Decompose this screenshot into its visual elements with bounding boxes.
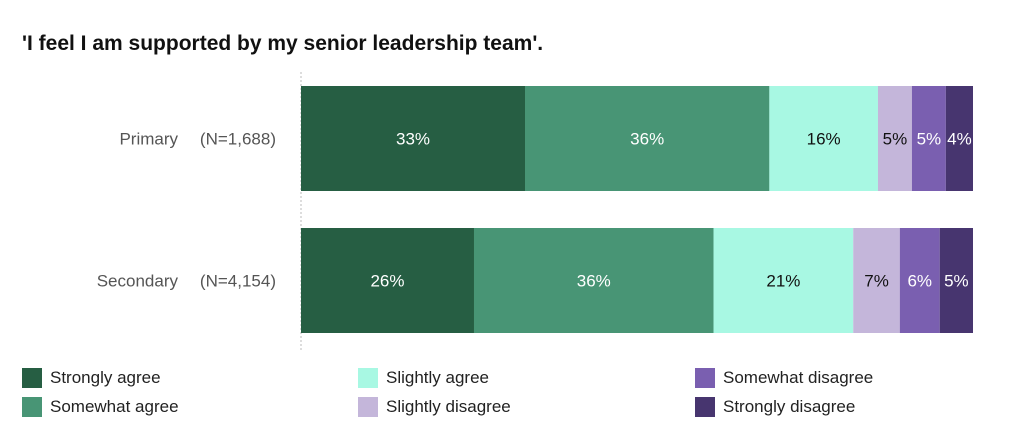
bar-segment [899, 228, 940, 333]
data-label: 6% [907, 272, 932, 291]
legend-item: Strongly agree [22, 368, 161, 388]
legend-item: Strongly disagree [695, 397, 855, 417]
legend-swatch [22, 397, 42, 417]
legend-item: Somewhat disagree [695, 368, 873, 388]
bar-segment [939, 228, 973, 333]
legend-swatch [358, 397, 378, 417]
bar-segment [853, 228, 900, 333]
category-label: Secondary [97, 272, 179, 291]
bar-segment [945, 86, 973, 191]
data-label: 16% [807, 130, 841, 149]
data-label: 33% [396, 130, 430, 149]
legend-label: Slightly disagree [386, 397, 511, 416]
data-label: 36% [577, 272, 611, 291]
legend-label: Somewhat disagree [723, 368, 874, 387]
bar-segment [911, 86, 946, 191]
category-n-label: (N=4,154) [200, 272, 276, 291]
bar-segment [301, 86, 525, 191]
legend-label: Strongly agree [50, 368, 161, 387]
data-label: 4% [947, 130, 972, 149]
legend-label: Strongly disagree [723, 397, 856, 416]
legend-swatch [358, 368, 378, 388]
bar-segment [713, 228, 854, 333]
legend-item: Slightly agree [358, 368, 489, 388]
data-label: 36% [630, 130, 664, 149]
bar-segment [877, 86, 912, 191]
legend-label: Slightly agree [386, 368, 490, 387]
bar-segment [769, 86, 878, 191]
legend-label: Somewhat agree [50, 397, 179, 416]
legend-swatch [695, 397, 715, 417]
chart-title: 'I feel I am supported by my senior lead… [22, 32, 544, 55]
category-n-label: (N=1,688) [200, 130, 276, 149]
legend-item: Slightly disagree [358, 397, 511, 417]
bar-segment [473, 228, 714, 333]
data-label: 26% [370, 272, 404, 291]
category-label: Primary [119, 130, 178, 149]
legend-swatch [695, 368, 715, 388]
data-label: 7% [864, 272, 889, 291]
data-label: 21% [766, 272, 800, 291]
legend-swatch [22, 368, 42, 388]
data-label: 5% [883, 130, 908, 149]
legend-item: Somewhat agree [22, 397, 179, 417]
bar-segment [301, 228, 474, 333]
data-label: 5% [944, 272, 969, 291]
data-label: 5% [917, 130, 942, 149]
bar-segment [525, 86, 770, 191]
